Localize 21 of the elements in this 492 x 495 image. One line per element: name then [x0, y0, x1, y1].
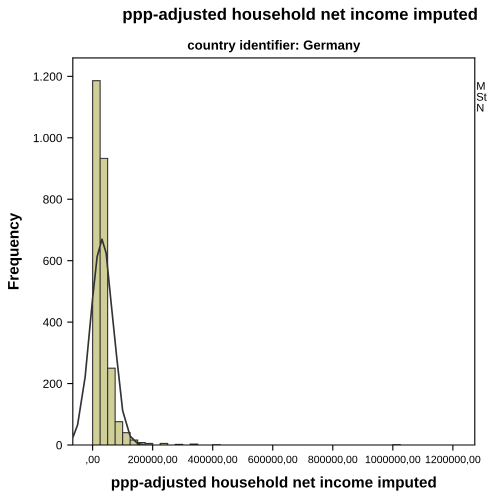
chart-title: ppp-adjusted household net income imputed: [123, 8, 477, 24]
text: M: [477, 82, 485, 90]
x-tick-label: 800000,00: [308, 456, 358, 464]
x-tick-label: 1000000,00: [366, 456, 420, 464]
y-tick-label: 800: [43, 195, 62, 204]
y-tick-label: 1.000: [34, 134, 62, 142]
chart-subtitle: country identifier: Germany: [188, 40, 360, 52]
x-tick-label: 600000,00: [248, 456, 298, 464]
x-tick-label: 400000,00: [188, 456, 238, 464]
y-tick-label: 200: [43, 380, 62, 388]
x-tick-label: 200000,00: [128, 456, 178, 464]
y-tick-label: 600: [43, 256, 62, 266]
y-tick-label: 400: [42, 318, 62, 327]
x-tick-label: ,00: [86, 456, 100, 464]
text: St: [476, 92, 487, 101]
text: N: [477, 104, 484, 112]
y-axis-title: Frequency: [8, 212, 22, 290]
x-tick-label: 1200000,00: [426, 456, 480, 464]
x-axis-title: ppp-adjusted household net income imputed: [112, 476, 436, 491]
y-tick-label: 1.200: [34, 72, 62, 81]
y-tick-label: 0: [56, 441, 62, 450]
